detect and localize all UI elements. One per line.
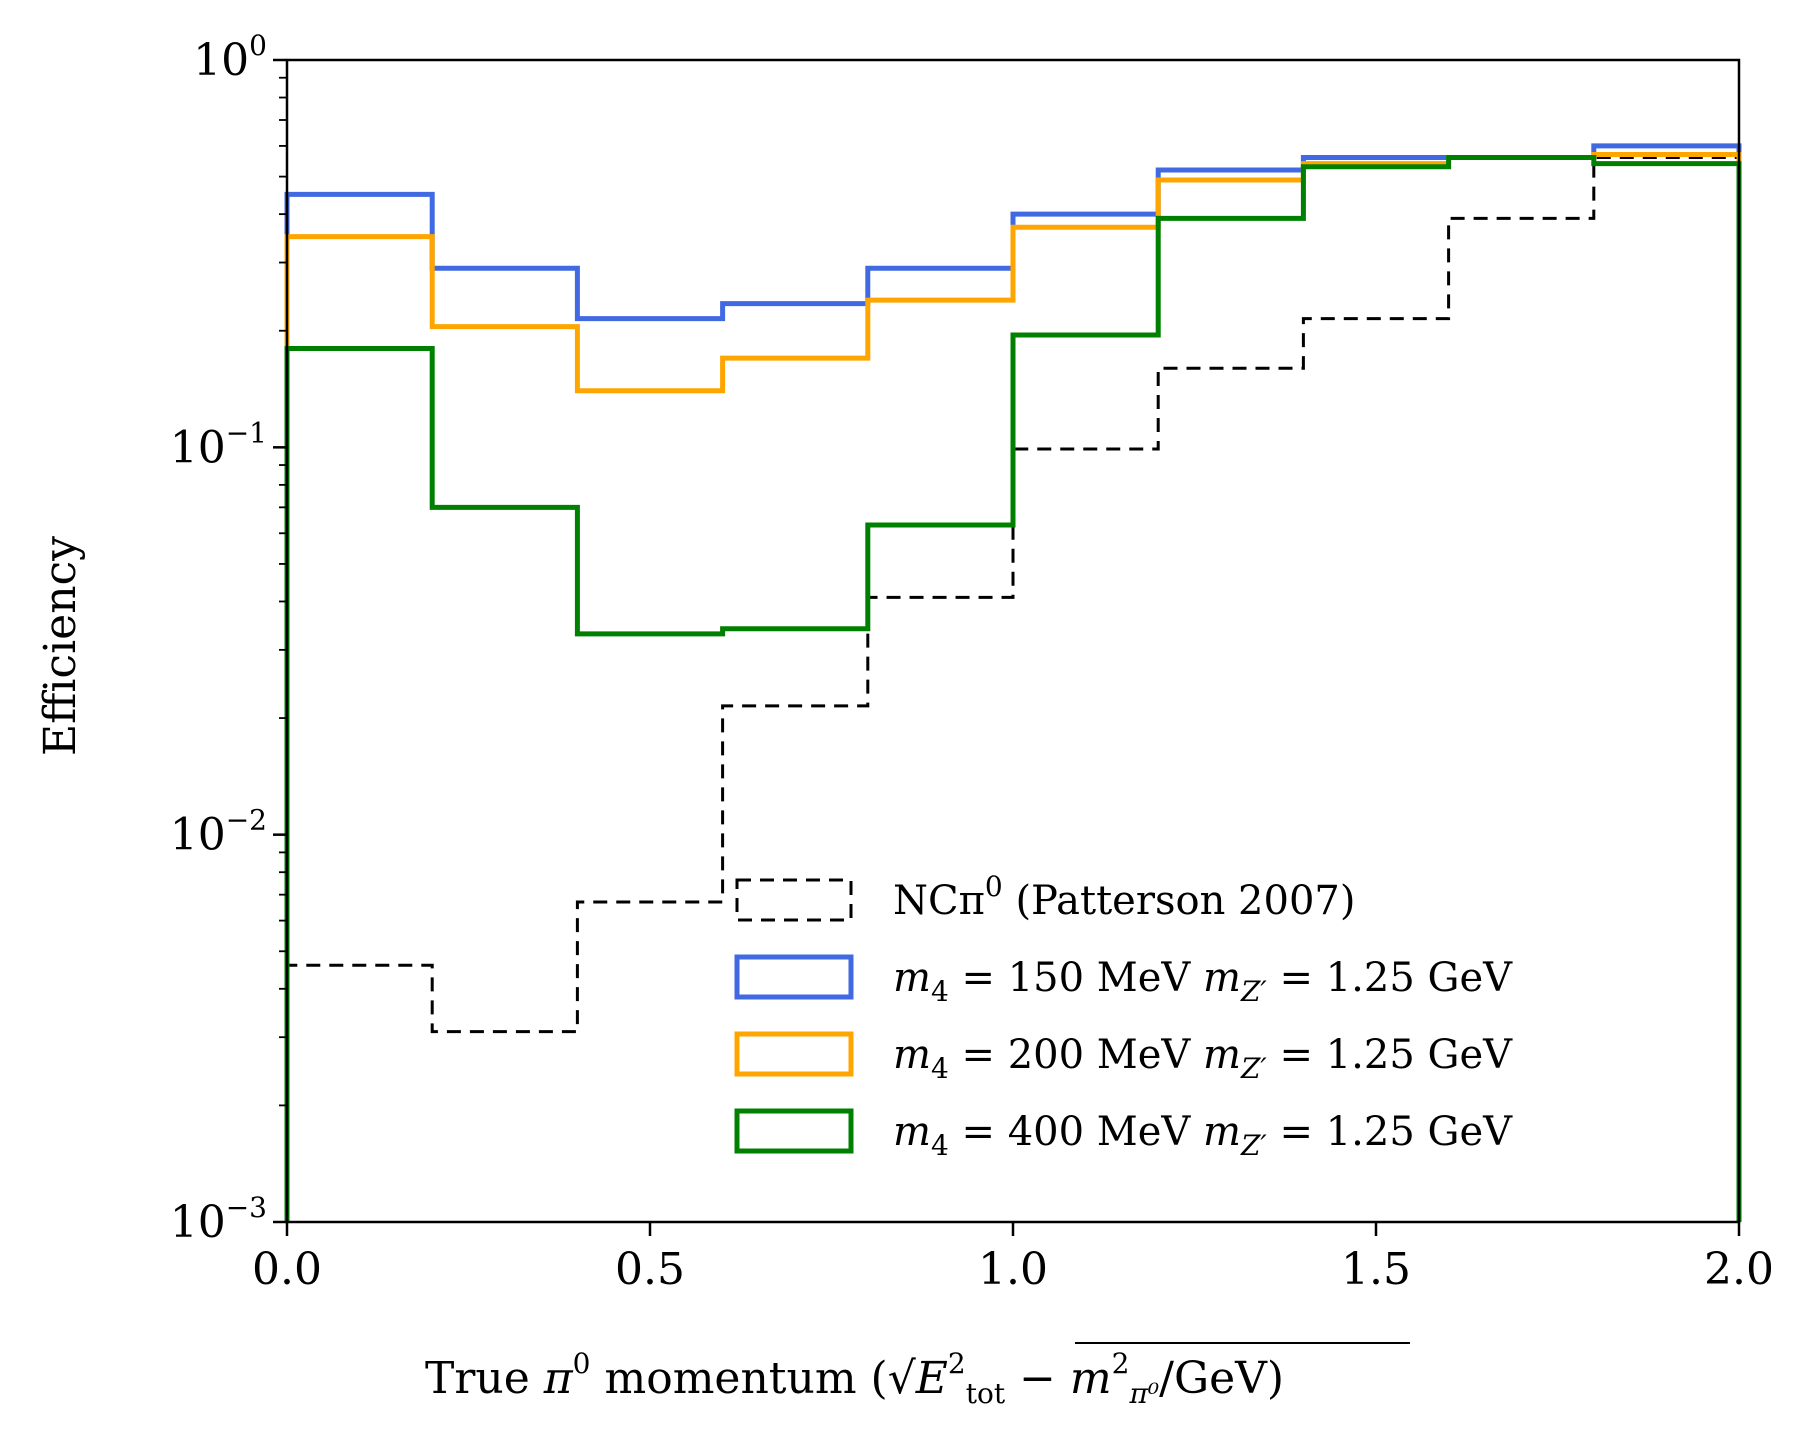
y-tick-label: 10−2 <box>170 804 267 861</box>
x-tick-label: 2.0 <box>1704 1244 1774 1295</box>
series-line-0 <box>285 156 1741 1222</box>
legend-swatch-3 <box>734 1108 854 1154</box>
x-axis-label: True π0 momentum (√E2tot − m2π⁰/GeV) <box>425 1342 1410 1410</box>
series-line-3 <box>284 155 1742 1222</box>
y-axis-label: Efficiency <box>35 536 86 756</box>
x-tick-label: 1.5 <box>1341 1244 1411 1295</box>
legend-label-0: NCπ0 (Patterson 2007) <box>893 870 1355 924</box>
legend-swatch-2 <box>734 1031 854 1077</box>
legend-label-3: m4 = 400 MeV mZ′ = 1.25 GeV <box>893 1109 1513 1162</box>
series-layer <box>284 143 1742 1222</box>
legend: NCπ0 (Patterson 2007) m4 = 150 MeV mZ′ = … <box>734 870 1513 1162</box>
plot-frame <box>285 58 1741 1224</box>
legend-label-2: m4 = 200 MeV mZ′ = 1.25 GeV <box>893 1032 1513 1085</box>
y-tick-label: 10−3 <box>170 1191 267 1248</box>
legend-swatch-1 <box>734 954 854 1000</box>
x-axis-label-text: True π0 momentum (√E2tot − m2π⁰/GeV) <box>425 1347 1284 1410</box>
y-tick-label: 10−1 <box>170 416 267 473</box>
x-tick-label: 0.0 <box>252 1244 322 1295</box>
ticks-layer: 0.0 0.5 1.0 1.5 2.0 100 10−1 10−2 10−3 <box>170 29 1774 1295</box>
legend-swatch-0 <box>735 878 853 922</box>
x-tick-label: 1.0 <box>978 1244 1048 1295</box>
x-tick-label: 0.5 <box>615 1244 685 1295</box>
y-tick-label: 100 <box>193 29 267 86</box>
legend-label-1: m4 = 150 MeV mZ′ = 1.25 GeV <box>893 955 1513 1008</box>
